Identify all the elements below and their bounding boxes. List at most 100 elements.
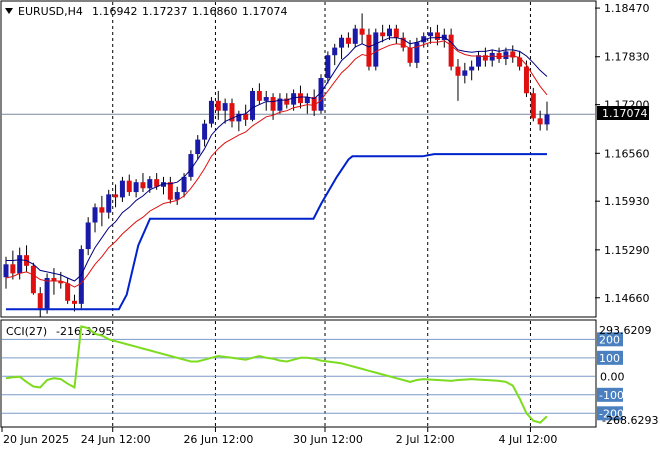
- candle-bull: [147, 179, 153, 189]
- candle-bear: [434, 32, 440, 41]
- candle-bull: [386, 28, 392, 37]
- ohlc-low: 1.16860: [192, 5, 238, 18]
- candle-bull: [188, 154, 194, 177]
- price-tick-label: 1.14660: [604, 292, 650, 305]
- time-label: 26 Jun 12:00: [183, 433, 253, 446]
- candle-bull: [503, 51, 509, 60]
- candle-bear: [455, 66, 461, 76]
- candle-bear: [345, 37, 351, 44]
- candle-bull: [174, 192, 180, 200]
- candle-bull: [236, 113, 242, 122]
- candle-bull: [3, 264, 9, 278]
- candle-bull: [339, 37, 345, 48]
- candle-bear: [380, 32, 386, 37]
- candle-bear: [140, 182, 146, 189]
- candle-bear: [10, 264, 16, 274]
- cci-level-label: -100: [599, 389, 624, 402]
- price-axis[interactable]: 1.184701.178301.172001.165601.159301.152…: [595, 2, 650, 305]
- current-price-value: 1.17074: [602, 107, 648, 120]
- cci-level-label: 200: [599, 333, 620, 346]
- vertical-grid: [112, 2, 531, 426]
- candle-bear: [167, 182, 173, 200]
- candle-bear: [229, 103, 235, 122]
- candle-bull: [544, 114, 550, 125]
- time-label: 30 Jun 12:00: [293, 433, 363, 446]
- candle-bear: [517, 57, 523, 67]
- candle-bull: [462, 70, 468, 76]
- cci-scale-min: -268.6293: [602, 414, 658, 427]
- candle-bear: [113, 194, 119, 198]
- symbol-label: EURUSD,H4: [18, 5, 83, 18]
- cci-pane[interactable]: [0, 319, 597, 428]
- candle-bull: [489, 52, 495, 61]
- candle-bear: [366, 34, 372, 67]
- price-pane[interactable]: [0, 0, 597, 318]
- candle-bull: [119, 180, 125, 198]
- candle-bull: [469, 66, 475, 71]
- ohlc-close: 1.17074: [242, 5, 288, 18]
- cci-level-tag: [597, 350, 623, 365]
- price-tick-label: 1.15930: [604, 195, 650, 208]
- candle-bear: [65, 283, 71, 301]
- candle-bear: [270, 97, 276, 111]
- cci-level-label: -200: [599, 407, 624, 420]
- candles-group: [3, 13, 550, 318]
- candle-bull: [421, 36, 427, 43]
- cci-polyline: [5, 325, 548, 424]
- time-axis[interactable]: 20 Jun 2025 24 Jun 12:00 26 Jun 12:00 30 Ju…: [1, 427, 557, 446]
- moving-averages: [5, 36, 548, 288]
- candle-bear: [359, 28, 365, 35]
- candle-bull: [85, 222, 91, 250]
- candle-bull: [352, 28, 358, 44]
- price-tick-label: 1.18470: [604, 2, 650, 15]
- candle-bull: [195, 139, 201, 155]
- candle-bear: [297, 93, 303, 104]
- cci-axis[interactable]: 293.6209 -268.6293: [599, 324, 658, 427]
- price-tick-label: 1.16560: [604, 147, 650, 160]
- cci-label: CCI(27): [6, 325, 47, 338]
- price-tick-label: 1.15290: [604, 244, 650, 257]
- candle-bear: [530, 93, 536, 119]
- cci-level-label: 100: [599, 352, 620, 365]
- candle-bull: [202, 123, 208, 140]
- candle-bull: [17, 255, 23, 274]
- candle-bear: [99, 207, 105, 213]
- candle-bull: [476, 55, 482, 67]
- cci-scale-max: 293.6209: [599, 324, 652, 337]
- candle-bull: [428, 32, 434, 37]
- candle-bull: [414, 42, 420, 63]
- ohlc-high: 1.17237: [142, 5, 188, 18]
- slow-ma-line: [6, 36, 548, 282]
- time-label: 24 Jun 12:00: [81, 433, 151, 446]
- candle-bear: [448, 34, 454, 67]
- cci-line: [5, 325, 548, 424]
- candle-bull: [44, 277, 50, 309]
- candle-bull: [332, 47, 338, 56]
- candle-bull: [92, 207, 98, 223]
- time-label: 20 Jun 2025: [3, 433, 69, 446]
- candle-bear: [30, 265, 36, 294]
- candle-bear: [537, 118, 543, 125]
- time-label: 2 Jul 12:00: [396, 433, 455, 446]
- support-stop-line: [6, 153, 547, 311]
- candle-bull: [304, 97, 310, 104]
- time-label: 4 Jul 12:00: [498, 433, 557, 446]
- candle-bull: [263, 97, 269, 101]
- current-price-tag: [597, 106, 649, 120]
- fast-ma-line: [5, 40, 548, 288]
- price-tick-label: 1.17830: [604, 51, 650, 64]
- candle-bear: [58, 281, 64, 284]
- candle-bear: [243, 113, 249, 120]
- cci-level-label: 0.00: [600, 370, 625, 383]
- candle-bull: [78, 249, 84, 304]
- candle-bear: [215, 100, 221, 111]
- collapse-arrow-icon[interactable]: [5, 8, 13, 14]
- cci-level-lines: 200 100 0.00 -100 -200: [2, 332, 625, 421]
- candle-bull: [181, 176, 187, 193]
- candle-bear: [37, 293, 43, 309]
- candle-bull: [291, 93, 297, 105]
- candle-bull: [208, 100, 214, 124]
- ohlc-open: 1.16942: [92, 5, 138, 18]
- candle-bull: [325, 55, 331, 79]
